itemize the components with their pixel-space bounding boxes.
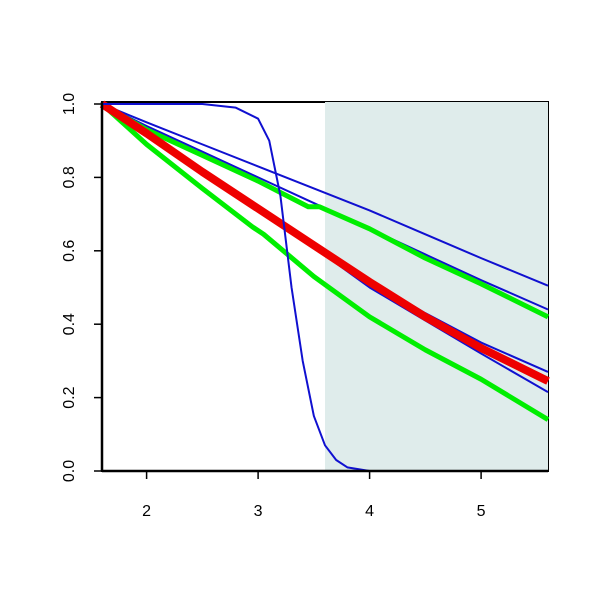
series-line (101, 103, 549, 311)
y-tick-label: 0.8 (61, 166, 78, 188)
y-tick-label: 1.0 (61, 93, 78, 115)
x-tick-label: 2 (142, 503, 151, 520)
series-line (101, 103, 549, 287)
y-tick-label: 0.6 (61, 240, 78, 262)
y-tick-label: 0.2 (61, 386, 78, 408)
x-tick-label: 3 (254, 503, 263, 520)
y-tick-label: 0.4 (61, 313, 78, 335)
shaded-region (325, 102, 548, 470)
x-tick-label: 4 (365, 503, 374, 520)
y-tick-label: 0.0 (61, 460, 78, 482)
x-tick-label: 5 (477, 503, 486, 520)
series-line (100, 101, 550, 320)
series-line (102, 103, 548, 472)
series-line (99, 100, 550, 385)
series-line (100, 102, 550, 422)
